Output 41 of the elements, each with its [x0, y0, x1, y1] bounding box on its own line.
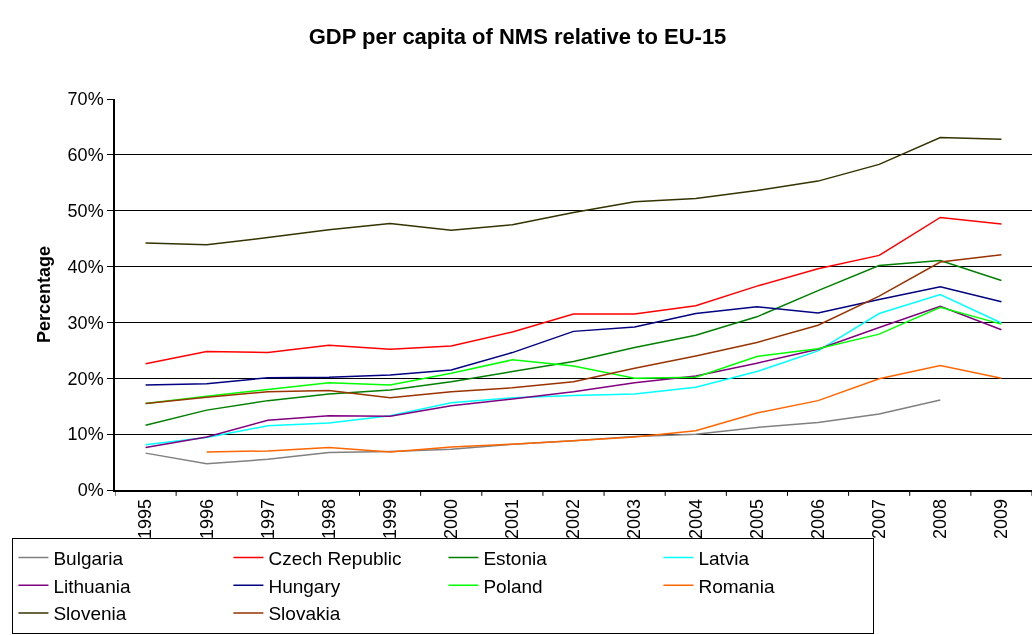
x-tick-label: 2007: [869, 498, 890, 539]
legend-label: Hungary: [268, 575, 341, 597]
x-tick-label: 2002: [563, 498, 584, 539]
legend-label: Czech Republic: [268, 547, 402, 569]
x-tick-label: 1995: [135, 498, 156, 539]
y-tick-label: 20%: [67, 368, 104, 389]
line-series: [144, 216, 1003, 365]
x-tick-label: 2000: [441, 498, 462, 539]
line-series: [144, 136, 1003, 246]
line-series: [205, 364, 1003, 453]
x-tick-label: 2008: [930, 498, 951, 539]
legend-label: Slovenia: [53, 603, 127, 625]
line-series: [144, 254, 1003, 405]
y-axis-title: Percentage: [34, 245, 55, 344]
x-tick-label: 2003: [624, 498, 645, 539]
chart-title: GDP per capita of NMS relative to EU-15: [308, 23, 727, 49]
x-tick-label: 1999: [379, 498, 400, 539]
x-tick-label: 2006: [807, 498, 828, 539]
x-tick-label: 2001: [502, 498, 523, 539]
y-tick-label: 70%: [67, 89, 104, 110]
line-series: [144, 285, 1003, 386]
y-tick-label: 30%: [67, 312, 104, 333]
x-tick-label: 1997: [257, 498, 278, 539]
legend-label: Latvia: [698, 547, 750, 569]
legend-label: Estonia: [483, 547, 548, 569]
y-tick-label: 0%: [77, 480, 104, 501]
x-tick-label: 1998: [318, 498, 339, 539]
x-tick-label: 2005: [746, 498, 767, 539]
x-tick-label: 2009: [991, 498, 1012, 539]
line-series: [144, 259, 1003, 426]
legend-label: Slovakia: [268, 603, 341, 625]
legend-label: Poland: [483, 575, 543, 597]
legend-label: Lithuania: [53, 575, 131, 597]
y-tick-label: 50%: [67, 201, 104, 222]
legend-label: Romania: [698, 575, 775, 597]
y-tick-label: 60%: [67, 145, 104, 166]
legend-label: Bulgaria: [53, 547, 124, 569]
x-tick-label: 2004: [685, 498, 706, 539]
x-tick-label: 1996: [196, 498, 217, 539]
y-tick-label: 40%: [67, 256, 104, 277]
y-tick-label: 10%: [67, 424, 104, 445]
